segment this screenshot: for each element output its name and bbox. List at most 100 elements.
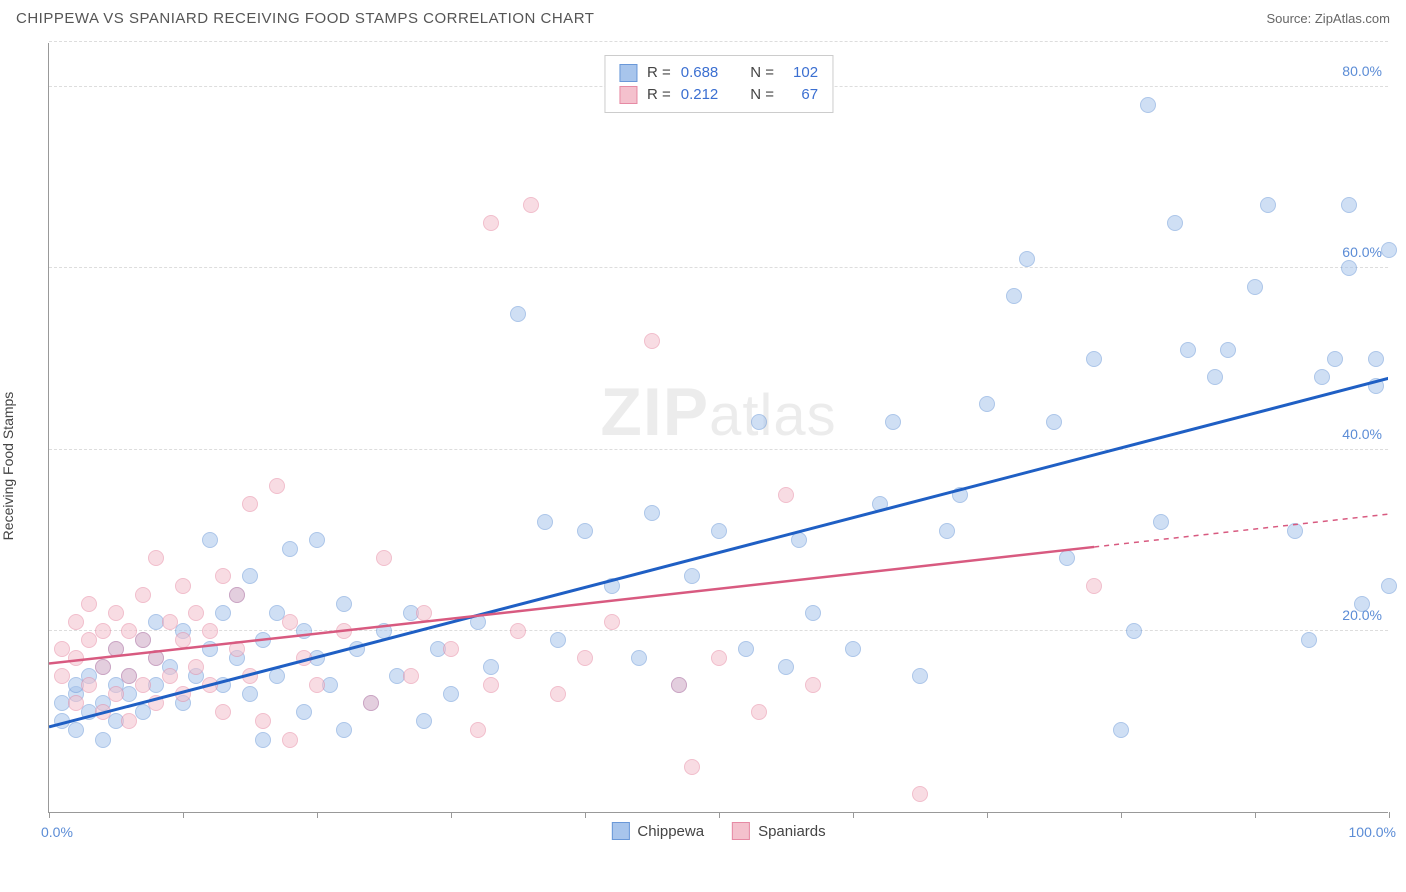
x-tick <box>49 812 50 818</box>
scatter-point <box>550 686 566 702</box>
scatter-point <box>255 632 271 648</box>
legend-swatch <box>619 86 637 104</box>
scatter-point <box>1301 632 1317 648</box>
scatter-point <box>644 333 660 349</box>
scatter-point <box>336 623 352 639</box>
scatter-point <box>416 605 432 621</box>
scatter-point <box>1220 342 1236 358</box>
scatter-point <box>108 686 124 702</box>
scatter-point <box>1059 550 1075 566</box>
scatter-point <box>376 623 392 639</box>
scatter-point <box>188 605 204 621</box>
scatter-point <box>68 695 84 711</box>
scatter-point <box>1341 197 1357 213</box>
scatter-point <box>282 541 298 557</box>
scatter-point <box>751 414 767 430</box>
scatter-point <box>1354 596 1370 612</box>
scatter-point <box>349 641 365 657</box>
scatter-point <box>376 550 392 566</box>
scatter-point <box>738 641 754 657</box>
scatter-point <box>403 668 419 684</box>
scatter-point <box>68 650 84 666</box>
gridline <box>49 41 1388 42</box>
scatter-point <box>483 215 499 231</box>
scatter-point <box>470 722 486 738</box>
scatter-point <box>309 677 325 693</box>
watermark: ZIPatlas <box>600 373 836 451</box>
scatter-point <box>537 514 553 530</box>
scatter-point <box>229 641 245 657</box>
scatter-point <box>282 614 298 630</box>
scatter-point <box>885 414 901 430</box>
scatter-point <box>510 306 526 322</box>
scatter-point <box>604 614 620 630</box>
gridline <box>49 449 1388 450</box>
chart-title: CHIPPEWA VS SPANIARD RECEIVING FOOD STAM… <box>16 10 594 27</box>
scatter-point <box>95 659 111 675</box>
x-tick <box>585 812 586 818</box>
scatter-point <box>1113 722 1129 738</box>
scatter-plot: ZIPatlas 20.0%40.0%60.0%80.0%0.0%100.0%R… <box>48 43 1388 813</box>
scatter-point <box>54 668 70 684</box>
x-tick <box>987 812 988 818</box>
scatter-point <box>604 578 620 594</box>
scatter-point <box>443 641 459 657</box>
scatter-point <box>121 713 137 729</box>
scatter-point <box>1381 578 1397 594</box>
source-link[interactable]: ZipAtlas.com <box>1315 11 1390 26</box>
chart-container: Receiving Food Stamps ZIPatlas 20.0%40.0… <box>0 33 1406 883</box>
scatter-point <box>81 677 97 693</box>
scatter-point <box>282 732 298 748</box>
source-label: Source: ZipAtlas.com <box>1266 11 1390 26</box>
scatter-point <box>577 650 593 666</box>
scatter-point <box>336 722 352 738</box>
scatter-point <box>135 587 151 603</box>
scatter-point <box>175 632 191 648</box>
correlation-legend: R = 0.688N = 102R = 0.212N = 67 <box>604 55 833 113</box>
scatter-point <box>242 496 258 512</box>
scatter-point <box>336 596 352 612</box>
legend-swatch <box>619 64 637 82</box>
scatter-point <box>912 668 928 684</box>
scatter-point <box>135 677 151 693</box>
scatter-point <box>229 587 245 603</box>
scatter-point <box>1287 523 1303 539</box>
scatter-point <box>523 197 539 213</box>
scatter-point <box>269 668 285 684</box>
scatter-point <box>1086 351 1102 367</box>
scatter-point <box>95 623 111 639</box>
scatter-point <box>202 677 218 693</box>
legend-row: R = 0.688N = 102 <box>619 62 818 84</box>
scatter-point <box>68 722 84 738</box>
scatter-point <box>202 623 218 639</box>
scatter-point <box>631 650 647 666</box>
scatter-point <box>805 677 821 693</box>
x-tick <box>1121 812 1122 818</box>
legend-label: Spaniards <box>758 823 826 840</box>
gridline <box>49 267 1388 268</box>
y-tick-label: 40.0% <box>1342 426 1382 442</box>
scatter-point <box>711 650 727 666</box>
legend-item: Spaniards <box>732 822 826 840</box>
scatter-point <box>175 686 191 702</box>
scatter-point <box>979 396 995 412</box>
scatter-point <box>470 614 486 630</box>
scatter-point <box>1368 351 1384 367</box>
scatter-point <box>1327 351 1343 367</box>
scatter-point <box>215 568 231 584</box>
legend-item: Chippewa <box>611 822 704 840</box>
scatter-point <box>872 496 888 512</box>
scatter-point <box>202 641 218 657</box>
scatter-point <box>1341 260 1357 276</box>
x-tick <box>451 812 452 818</box>
scatter-point <box>577 523 593 539</box>
scatter-point <box>550 632 566 648</box>
scatter-point <box>845 641 861 657</box>
series-legend: Chippewa Spaniards <box>611 822 825 840</box>
scatter-point <box>1126 623 1142 639</box>
scatter-point <box>95 732 111 748</box>
scatter-point <box>751 704 767 720</box>
scatter-point <box>215 605 231 621</box>
scatter-point <box>778 659 794 675</box>
scatter-point <box>416 713 432 729</box>
